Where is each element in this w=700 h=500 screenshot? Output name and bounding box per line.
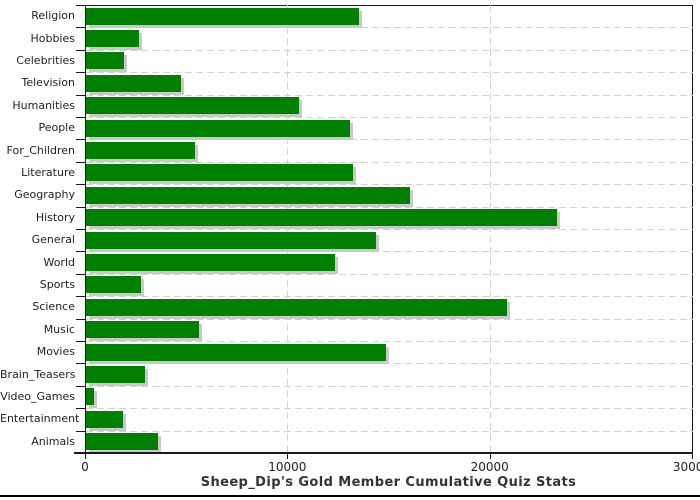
y-axis-tick bbox=[76, 206, 85, 208]
x-tick-label: 30000 bbox=[672, 460, 700, 474]
y-axis-tick bbox=[76, 161, 85, 163]
bar bbox=[86, 410, 124, 428]
category-label: Science bbox=[32, 300, 75, 314]
x-axis-tick bbox=[692, 453, 693, 459]
category-label: Humanities bbox=[12, 98, 75, 112]
gridline-horizontal bbox=[86, 72, 693, 74]
category-label: Television bbox=[21, 76, 76, 90]
y-axis-tick bbox=[76, 139, 85, 141]
y-axis-tick bbox=[76, 408, 85, 410]
bar bbox=[86, 74, 182, 92]
gridline-horizontal bbox=[86, 385, 693, 387]
category-label: Geography bbox=[14, 188, 75, 202]
y-axis-tick bbox=[76, 318, 85, 320]
category-label: World bbox=[43, 255, 75, 269]
category-label: Religion bbox=[31, 9, 75, 23]
category-label: Hobbies bbox=[30, 31, 75, 45]
bar bbox=[86, 164, 354, 182]
category-label: Music bbox=[43, 322, 75, 336]
y-axis-tick bbox=[76, 229, 85, 230]
gridline-horizontal bbox=[86, 363, 693, 365]
bar bbox=[86, 321, 200, 339]
gridline-horizontal bbox=[86, 430, 693, 432]
y-axis-tick bbox=[76, 94, 85, 96]
bar bbox=[86, 186, 410, 204]
y-axis-tick bbox=[76, 184, 85, 186]
gridline-horizontal bbox=[86, 408, 693, 410]
x-axis-tick bbox=[85, 453, 86, 459]
bar bbox=[86, 209, 558, 227]
gridline-horizontal bbox=[86, 296, 693, 298]
category-label: Celebrities bbox=[16, 54, 75, 67]
gridline-horizontal bbox=[86, 251, 693, 253]
category-label: Literature bbox=[21, 166, 75, 179]
y-axis-tick bbox=[76, 72, 85, 74]
gridline-horizontal bbox=[86, 139, 693, 141]
x-axis-tick bbox=[489, 453, 491, 459]
gridline-horizontal bbox=[86, 94, 693, 96]
y-axis-tick bbox=[76, 385, 85, 387]
bar bbox=[86, 231, 377, 249]
y-axis-tick bbox=[76, 251, 85, 253]
bar bbox=[86, 433, 158, 451]
y-axis-tick bbox=[76, 296, 85, 298]
y-axis-tick bbox=[76, 49, 85, 51]
x-axis-tick bbox=[287, 453, 289, 459]
y-axis-tick bbox=[76, 5, 85, 6]
bar bbox=[86, 119, 351, 137]
category-label: Sports bbox=[39, 278, 75, 291]
gridline-horizontal bbox=[86, 161, 693, 163]
bar bbox=[86, 365, 145, 383]
gridline-horizontal bbox=[86, 318, 693, 320]
y-axis-tick bbox=[76, 430, 85, 432]
gridline-horizontal bbox=[86, 117, 693, 118]
y-axis-tick bbox=[76, 27, 85, 29]
x-tick-label: 10000 bbox=[268, 460, 307, 474]
x-tick-label: 20000 bbox=[470, 460, 509, 474]
bar bbox=[86, 276, 141, 294]
bar bbox=[86, 52, 125, 70]
bar bbox=[86, 29, 139, 47]
category-label: For_Children bbox=[6, 143, 75, 157]
bar bbox=[86, 141, 196, 159]
category-label: General bbox=[31, 233, 75, 247]
y-axis-tick bbox=[76, 341, 85, 342]
bar bbox=[86, 253, 335, 271]
y-axis-tick bbox=[76, 117, 85, 118]
bottom-edge-line bbox=[0, 495, 700, 497]
x-tick-label: 0 bbox=[81, 460, 89, 474]
y-axis-tick bbox=[76, 363, 85, 365]
y-axis-tick bbox=[76, 273, 85, 275]
gridline-horizontal bbox=[86, 206, 693, 208]
gridline-horizontal bbox=[86, 49, 693, 51]
gridline-horizontal bbox=[86, 273, 693, 275]
category-label: Video_Games bbox=[0, 390, 75, 403]
category-label: Animals bbox=[31, 434, 75, 448]
bar bbox=[86, 343, 387, 361]
chart-title: Sheep_Dip's Gold Member Cumulative Quiz … bbox=[200, 475, 577, 490]
category-label: Entertainment bbox=[0, 412, 80, 426]
gridline-horizontal bbox=[86, 27, 693, 29]
gridline-horizontal bbox=[86, 184, 693, 186]
bar bbox=[86, 388, 95, 406]
bar bbox=[86, 97, 300, 115]
category-label: History bbox=[35, 210, 75, 224]
category-label: Movies bbox=[36, 345, 75, 359]
gridline-horizontal bbox=[86, 229, 693, 230]
x-axis-line bbox=[74, 452, 693, 454]
bar bbox=[86, 298, 507, 316]
bar bbox=[86, 7, 360, 25]
category-label: People bbox=[38, 121, 75, 135]
gridline-horizontal bbox=[86, 341, 693, 342]
category-label: Brain_Teasers bbox=[0, 367, 76, 381]
